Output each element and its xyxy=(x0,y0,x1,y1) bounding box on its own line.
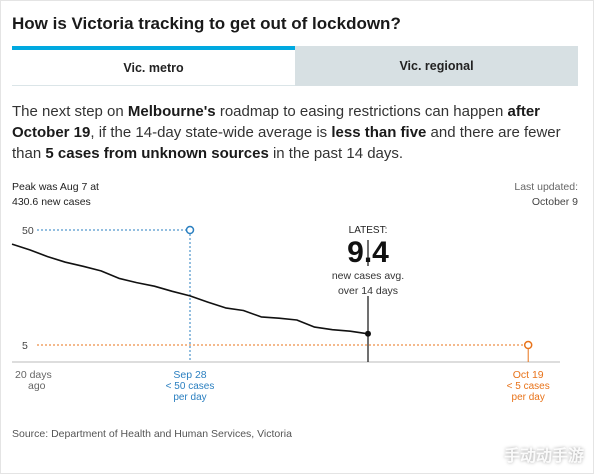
intro-text-part: in the past 14 days. xyxy=(268,145,404,162)
marker-label-threshold: < 50 cases xyxy=(166,381,215,392)
tab-vic-regional[interactable]: Vic. regional xyxy=(295,46,578,86)
intro-text: The next step on Melbourne's roadmap to … xyxy=(12,101,572,164)
intro-text-part: roadmap to easing restrictions can happe… xyxy=(215,103,508,120)
marker-dot xyxy=(523,340,533,350)
intro-text-part: , if the 14-day state-wide average is xyxy=(90,124,332,141)
peak-line-1: Peak was Aug 7 at xyxy=(12,181,99,193)
y-ref-label-50: 50 xyxy=(22,225,34,237)
intro-bold-threshold: less than five xyxy=(331,124,427,141)
marker-label-threshold: < 5 cases xyxy=(507,381,550,392)
marker-dot xyxy=(185,225,195,235)
intro-bold-unknown: 5 cases from unknown sources xyxy=(45,145,269,162)
y-ref-label-5: 5 xyxy=(22,340,28,352)
last-updated-date: October 9 xyxy=(531,196,578,208)
latest-value: 9.4 xyxy=(347,236,389,269)
watermark-logo: 手动动手游 xyxy=(503,448,584,465)
marker-label-per-day: per day xyxy=(512,392,545,403)
peak-note: Peak was Aug 7 at 430.6 new cases xyxy=(12,180,152,210)
series-line xyxy=(11,243,369,335)
intro-bold-date: after October 19 xyxy=(12,103,541,141)
latest-sub-2: over 14 days xyxy=(338,285,398,297)
last-updated: Last updated: October 9 xyxy=(438,180,578,210)
marker-label-per-day: per day xyxy=(173,392,206,403)
intro-bold-melbourne: Melbourne's xyxy=(127,103,216,120)
latest-sub-1: new cases avg. xyxy=(332,270,404,282)
latest-label: LATEST: xyxy=(349,225,388,236)
intro-text-part: and there are fewer than xyxy=(12,124,561,162)
x-start-label: 20 days xyxy=(15,369,52,381)
peak-line-2: 430.6 new cases xyxy=(12,196,91,208)
intro-text-part: The next step on xyxy=(12,103,128,120)
region-tabs: Vic. metro Vic. regional xyxy=(12,46,578,86)
marker-label-date: Sep 28 xyxy=(173,369,206,381)
tab-vic-metro[interactable]: Vic. metro xyxy=(12,46,295,86)
latest-text-bg xyxy=(326,266,410,296)
source-note: Source: Department of Health and Human S… xyxy=(12,428,292,440)
last-updated-label: Last updated: xyxy=(514,181,578,193)
page-title: How is Victoria tracking to get out of l… xyxy=(12,14,401,33)
x-start-label-2: ago xyxy=(28,380,46,392)
marker-label-date: Oct 19 xyxy=(513,369,544,381)
latest-dot xyxy=(365,330,371,337)
